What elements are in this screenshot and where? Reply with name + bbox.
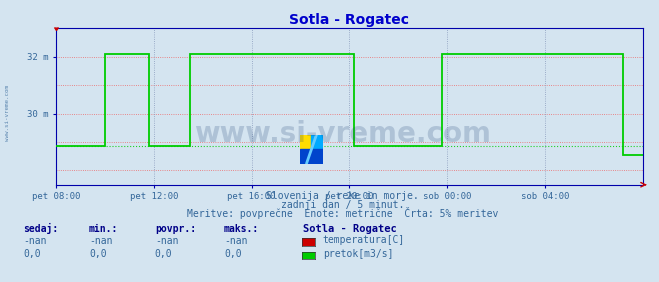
Text: 0,0: 0,0 xyxy=(155,249,173,259)
Text: www.si-vreme.com: www.si-vreme.com xyxy=(5,85,11,141)
Text: maks.:: maks.: xyxy=(224,224,259,234)
Text: -nan: -nan xyxy=(224,237,248,246)
Bar xyxy=(300,135,312,149)
Text: temperatura[C]: temperatura[C] xyxy=(323,235,405,245)
Bar xyxy=(312,135,323,149)
Text: -nan: -nan xyxy=(23,237,47,246)
Text: 0,0: 0,0 xyxy=(224,249,242,259)
Text: www.si-vreme.com: www.si-vreme.com xyxy=(194,120,491,148)
Text: Slovenija / reke in morje.: Slovenija / reke in morje. xyxy=(266,191,419,201)
Text: min.:: min.: xyxy=(89,224,119,234)
Text: -nan: -nan xyxy=(89,237,113,246)
Text: 0,0: 0,0 xyxy=(89,249,107,259)
Text: pretok[m3/s]: pretok[m3/s] xyxy=(323,249,393,259)
Bar xyxy=(300,149,323,164)
Text: povpr.:: povpr.: xyxy=(155,224,196,234)
Text: Sotla - Rogatec: Sotla - Rogatec xyxy=(303,224,397,234)
Text: zadnji dan / 5 minut.: zadnji dan / 5 minut. xyxy=(281,200,405,210)
Text: Meritve: povprečne  Enote: metrične  Črta: 5% meritev: Meritve: povprečne Enote: metrične Črta:… xyxy=(187,207,498,219)
Text: sedaj:: sedaj: xyxy=(23,223,58,234)
Title: Sotla - Rogatec: Sotla - Rogatec xyxy=(289,13,409,27)
Text: -nan: -nan xyxy=(155,237,179,246)
Text: 0,0: 0,0 xyxy=(23,249,41,259)
